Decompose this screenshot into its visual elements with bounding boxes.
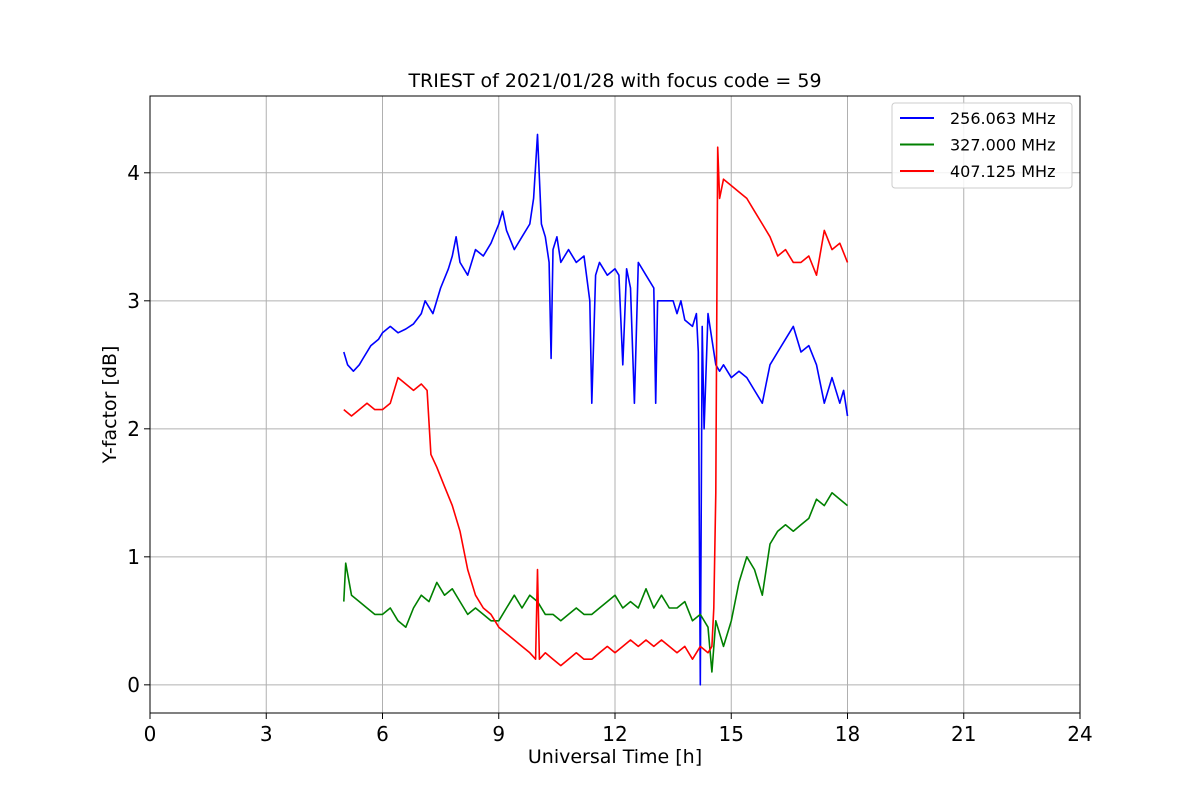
x-tick-label: 18: [835, 722, 860, 746]
series-line-2: [343, 491, 849, 673]
y-tick-label: 2: [127, 417, 140, 441]
legend-box: [891, 102, 1073, 189]
legend-label-2: 327.000 MHz: [950, 136, 1055, 155]
x-tick-label: 9: [492, 722, 505, 746]
x-tick-label: 15: [719, 722, 744, 746]
series-line-1: [343, 133, 849, 686]
legend-label-3: 407.125 MHz: [950, 162, 1055, 181]
x-tick-label: 21: [951, 722, 976, 746]
y-axis-label: Y-factor [dB]: [99, 346, 121, 465]
y-tick-label: 4: [127, 161, 140, 185]
plot-series: [343, 133, 849, 686]
y-tick-label: 0: [127, 673, 140, 697]
legend: 256.063 MHz 327.000 MHz 407.125 MHz: [891, 102, 1073, 189]
chart-title: TRIEST of 2021/01/28 with focus code = 5…: [407, 70, 821, 92]
x-tick-label: 0: [144, 722, 157, 746]
x-tick-label: 3: [260, 722, 273, 746]
legend-label-1: 256.063 MHz: [950, 109, 1055, 128]
y-tick-label: 1: [127, 545, 140, 569]
x-tick-label: 6: [376, 722, 389, 746]
y-tick-label: 3: [127, 289, 140, 313]
series-line-3: [343, 146, 849, 667]
x-axis-label: Universal Time [h]: [528, 746, 702, 768]
x-tick-label: 12: [602, 722, 627, 746]
x-tick-label: 24: [1067, 722, 1092, 746]
